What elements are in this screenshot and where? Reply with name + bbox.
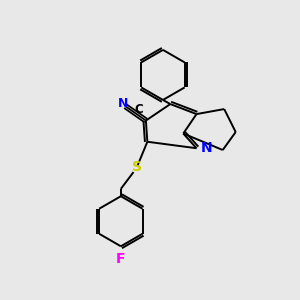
Text: F: F (116, 252, 126, 266)
Text: N: N (118, 97, 128, 110)
Text: S: S (132, 160, 142, 174)
Text: N: N (201, 141, 213, 155)
Text: C: C (135, 103, 143, 116)
